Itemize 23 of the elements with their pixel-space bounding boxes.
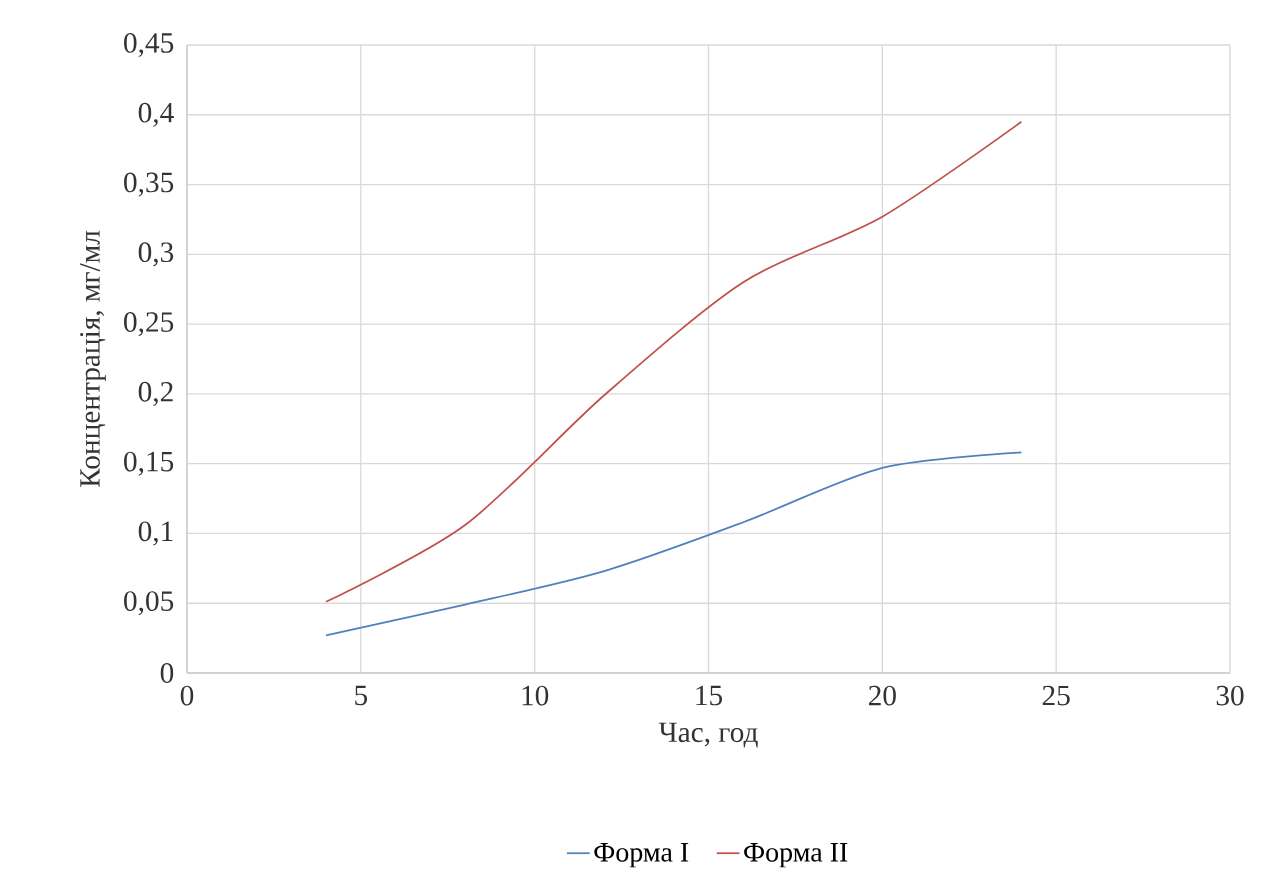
x-tick-label: 5 bbox=[355, 685, 368, 706]
legend-label: Форма I bbox=[594, 843, 689, 868]
line-series bbox=[325, 120, 1023, 603]
y-tick-label: 0,15 bbox=[124, 451, 174, 476]
y-tick-label: 0,2 bbox=[138, 381, 173, 406]
x-tick-label: 25 bbox=[1042, 685, 1070, 706]
x-tick-label: 20 bbox=[868, 685, 896, 706]
y-tick-label: 0,3 bbox=[138, 242, 174, 267]
y-tick-label: 0 bbox=[160, 663, 174, 683]
y-tick-label: 0,1 bbox=[138, 521, 173, 546]
y-tick-label: 0,35 bbox=[124, 172, 174, 197]
x-tick-label: 0 bbox=[180, 685, 194, 706]
y-tick-label: 0,45 bbox=[124, 32, 174, 57]
line-series bbox=[325, 451, 1023, 637]
y-tick-label: 0,05 bbox=[124, 591, 174, 616]
x-tick-label: 15 bbox=[696, 685, 723, 706]
x-axis-title: Час, год bbox=[658, 722, 758, 748]
legend-label: Форма II bbox=[744, 843, 848, 868]
y-tick-label: 0,25 bbox=[124, 312, 174, 337]
y-tick-label: 0,4 bbox=[138, 102, 174, 127]
y-axis-title: Концентрація, мг/мл bbox=[80, 230, 106, 487]
x-tick-label: 30 bbox=[1216, 685, 1244, 706]
x-tick-label: 10 bbox=[522, 685, 549, 706]
